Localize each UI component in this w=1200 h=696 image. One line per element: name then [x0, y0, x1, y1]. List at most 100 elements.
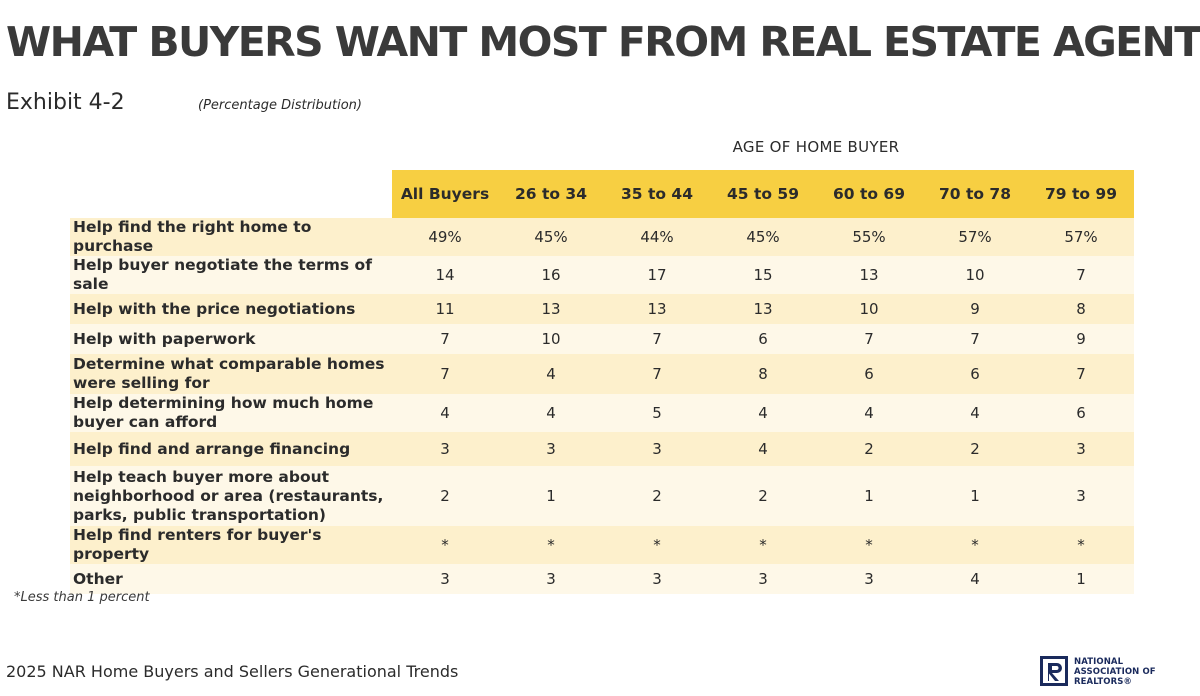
table-cell: 13 — [604, 294, 710, 324]
table-row: Help find the right home to purchase 49% 4… — [70, 218, 1134, 256]
table-cell: 7 — [392, 324, 498, 354]
table-cell: 10 — [498, 324, 604, 354]
table-cell: 6 — [922, 354, 1028, 394]
exhibit-label: Exhibit 4-2 — [6, 90, 125, 115]
table-cell: 10 — [816, 294, 922, 324]
table-cell: 2 — [922, 432, 1028, 466]
table-cell: 7 — [392, 354, 498, 394]
table-cell: 3 — [392, 564, 498, 594]
row-label: Determine what comparable homes were sel… — [70, 354, 392, 394]
row-label: Help with paperwork — [70, 324, 392, 354]
table-cell: 4 — [498, 394, 604, 432]
table-cell: 49% — [392, 218, 498, 256]
table-cell: 15 — [710, 256, 816, 294]
table-row: Determine what comparable homes were sel… — [70, 354, 1134, 394]
column-header-all-buyers: All Buyers — [392, 170, 498, 218]
table-cell: 2 — [816, 432, 922, 466]
logo-line-3: REALTORS® — [1074, 677, 1133, 687]
column-header-26-to-34: 26 to 34 — [498, 170, 604, 218]
table-cell: 4 — [922, 394, 1028, 432]
table-cell: 14 — [392, 256, 498, 294]
column-header-row: All Buyers 26 to 34 35 to 44 45 to 59 60… — [70, 170, 1134, 218]
table-cell: 2 — [392, 466, 498, 526]
table-cell: 8 — [1028, 294, 1134, 324]
table-cell: 9 — [1028, 324, 1134, 354]
table-row: Help determining how much home buyer can… — [70, 394, 1134, 432]
table-cell: 2 — [710, 466, 816, 526]
table-cell: 7 — [816, 324, 922, 354]
nar-logo: NATIONAL ASSOCIATION OF REALTORS® — [1040, 656, 1190, 688]
column-header-35-to-44: 35 to 44 — [604, 170, 710, 218]
header-blank-cell — [70, 170, 392, 218]
table-cell: 9 — [922, 294, 1028, 324]
table-cell: 4 — [816, 394, 922, 432]
table-cell: 57% — [1028, 218, 1134, 256]
table-cell: 3 — [710, 564, 816, 594]
row-label: Other — [70, 564, 392, 594]
table-cell: * — [816, 526, 922, 564]
table-cell: 7 — [604, 354, 710, 394]
table-cell: 10 — [922, 256, 1028, 294]
table-cell: 4 — [498, 354, 604, 394]
source-citation: 2025 NAR Home Buyers and Sellers Generat… — [6, 662, 459, 681]
table-row: Help buyer negotiate the terms of sale 14… — [70, 256, 1134, 294]
table-cell: 7 — [1028, 256, 1134, 294]
table-cell: 55% — [816, 218, 922, 256]
table-cell: 3 — [392, 432, 498, 466]
table-cell: 1 — [816, 466, 922, 526]
row-label: Help with the price negotiations — [70, 294, 392, 324]
table-cell: 45% — [498, 218, 604, 256]
table-cell: 3 — [604, 432, 710, 466]
table-cell: * — [604, 526, 710, 564]
table-cell: * — [922, 526, 1028, 564]
table-cell: 13 — [816, 256, 922, 294]
realtor-r-logo-icon — [1040, 656, 1068, 686]
logo-text: NATIONAL ASSOCIATION OF REALTORS® — [1074, 657, 1194, 687]
table-row: Help with paperwork 7 10 7 6 7 7 9 — [70, 324, 1134, 354]
table-cell: 3 — [498, 564, 604, 594]
table-cell: 2 — [604, 466, 710, 526]
table-row: Other 3 3 3 3 3 4 1 — [70, 564, 1134, 594]
table-cell: 13 — [498, 294, 604, 324]
row-label: Help determining how much home buyer can… — [70, 394, 392, 432]
row-label: Help find and arrange financing — [70, 432, 392, 466]
table-cell: 5 — [604, 394, 710, 432]
table-cell: * — [1028, 526, 1134, 564]
table-cell: 3 — [604, 564, 710, 594]
table-cell: 3 — [1028, 432, 1134, 466]
table-cell: 16 — [498, 256, 604, 294]
table-cell: 3 — [498, 432, 604, 466]
table-cell: 3 — [1028, 466, 1134, 526]
table-cell: * — [710, 526, 816, 564]
table-cell: 1 — [1028, 564, 1134, 594]
row-label: Help buyer negotiate the terms of sale — [70, 256, 392, 294]
table-cell: 6 — [816, 354, 922, 394]
table-cell: 8 — [710, 354, 816, 394]
table-cell: 4 — [710, 394, 816, 432]
column-header-79-to-99: 79 to 99 — [1028, 170, 1134, 218]
table-cell: 6 — [1028, 394, 1134, 432]
table-cell: 4 — [710, 432, 816, 466]
table-row: Help find and arrange financing 3 3 3 4 2 2 3 — [70, 432, 1134, 466]
table-cell: 1 — [922, 466, 1028, 526]
table-row: Help teach buyer more about neighborhood… — [70, 466, 1134, 526]
table-cell: 17 — [604, 256, 710, 294]
logo-line-1: NATIONAL — [1074, 657, 1124, 667]
table-cell: 4 — [392, 394, 498, 432]
table-cell: 7 — [1028, 354, 1134, 394]
table-body: Help find the right home to purchase 49% 4… — [70, 218, 1134, 594]
row-label: Help find the right home to purchase — [70, 218, 392, 256]
table-cell: 3 — [816, 564, 922, 594]
column-header-60-to-69: 60 to 69 — [816, 170, 922, 218]
page-title: WHAT BUYERS WANT MOST FROM REAL ESTATE A… — [6, 18, 1200, 66]
table-cell: 11 — [392, 294, 498, 324]
row-label: Help teach buyer more about neighborhood… — [70, 466, 392, 526]
column-header-45-to-59: 45 to 59 — [710, 170, 816, 218]
table-cell: * — [392, 526, 498, 564]
data-table: All Buyers 26 to 34 35 to 44 45 to 59 60… — [70, 170, 1134, 594]
table-row: Help with the price negotiations 11 13 13 13… — [70, 294, 1134, 324]
table-cell: 1 — [498, 466, 604, 526]
row-label: Help find renters for buyer's property — [70, 526, 392, 564]
table-cell: 4 — [922, 564, 1028, 594]
table-cell: 7 — [604, 324, 710, 354]
